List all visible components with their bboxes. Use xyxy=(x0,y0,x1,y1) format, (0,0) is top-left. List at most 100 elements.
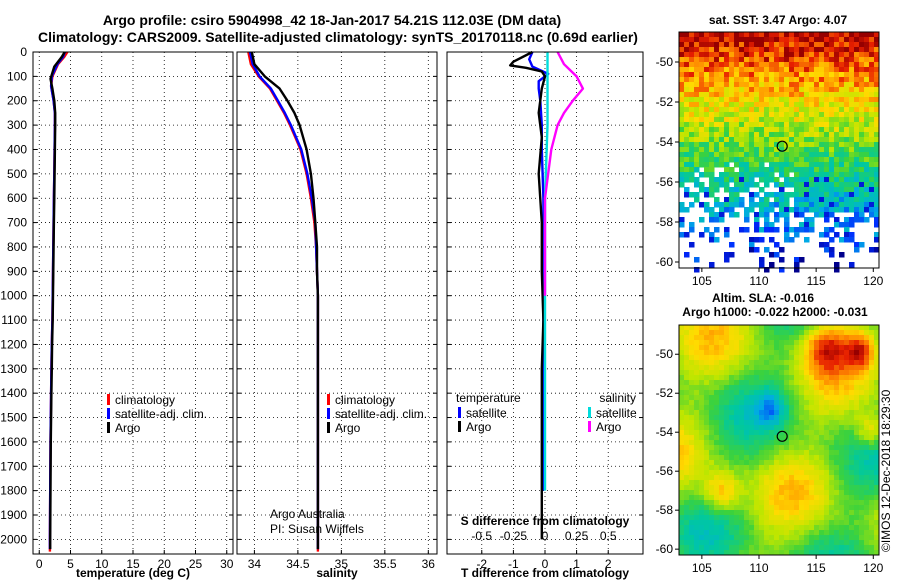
sla-cell xyxy=(789,375,795,381)
sla-cell xyxy=(684,415,690,421)
sst-cell xyxy=(834,267,840,273)
sst-cell xyxy=(769,227,775,233)
sla-cell xyxy=(734,325,740,331)
sst-cell xyxy=(849,122,855,128)
figure-title-line2: Climatology: CARS2009. Satellite-adjuste… xyxy=(38,29,638,45)
diff-legend-s-satellite-swatch xyxy=(588,407,591,418)
sst-cell xyxy=(804,62,810,68)
sla-cell xyxy=(854,535,860,541)
sst-cell xyxy=(804,172,810,178)
sla-cell xyxy=(679,410,685,416)
sst-cell xyxy=(679,107,685,113)
sst-cell xyxy=(794,177,800,183)
sst-cell xyxy=(724,87,730,93)
sst-cell xyxy=(794,167,800,173)
sla-cell xyxy=(779,340,785,346)
sst-cell xyxy=(719,77,725,83)
sla-cell xyxy=(809,545,815,551)
sla-cell xyxy=(829,435,835,441)
sst-cell xyxy=(789,32,795,38)
sla-cell xyxy=(874,475,880,481)
sla-cell xyxy=(734,460,740,466)
sst-cell xyxy=(739,117,745,123)
sla-cell xyxy=(709,500,715,506)
sst-cell xyxy=(814,152,820,158)
sla-cell xyxy=(844,505,850,511)
sla-cell xyxy=(779,550,785,556)
sla-cell xyxy=(749,490,755,496)
sla-cell xyxy=(829,505,835,511)
sst-cell xyxy=(774,42,780,48)
sla-cell xyxy=(734,390,740,396)
sst-cell xyxy=(814,62,820,68)
sla-cell xyxy=(729,360,735,366)
sst-cell xyxy=(709,107,715,113)
sla-cell xyxy=(799,385,805,391)
sst-cell xyxy=(684,122,690,128)
sst-cell xyxy=(799,77,805,83)
sla-cell xyxy=(714,490,720,496)
sst-cell xyxy=(684,92,690,98)
sla-cell xyxy=(864,485,870,491)
sst-cell xyxy=(839,187,845,193)
sst-cell xyxy=(824,207,830,213)
sla-cell xyxy=(689,440,695,446)
sst-cell xyxy=(744,77,750,83)
sst-cell xyxy=(819,137,825,143)
sst-cell xyxy=(709,217,715,223)
sla-cell xyxy=(849,445,855,451)
sla-cell xyxy=(814,520,820,526)
sst-cell xyxy=(679,57,685,63)
sla-cell xyxy=(789,485,795,491)
sla-cell xyxy=(809,540,815,546)
sla-cell xyxy=(874,355,880,361)
sla-cell xyxy=(789,495,795,501)
sst-cell xyxy=(699,72,705,78)
temperature-axes-frame xyxy=(32,51,234,555)
sla-cell xyxy=(844,430,850,436)
sla-cell xyxy=(749,510,755,516)
sst-cell xyxy=(849,47,855,53)
sst-cell xyxy=(814,92,820,98)
sst-cell xyxy=(709,77,715,83)
sst-cell xyxy=(859,137,865,143)
sst-cell xyxy=(834,132,840,138)
sst-cell xyxy=(844,92,850,98)
sla-cell xyxy=(819,350,825,356)
sla-cell xyxy=(799,335,805,341)
sla-cell xyxy=(759,415,765,421)
sla-cell xyxy=(694,485,700,491)
sst-cell xyxy=(694,92,700,98)
sst-cell xyxy=(699,172,705,178)
sla-cell xyxy=(704,330,710,336)
sla-cell xyxy=(844,365,850,371)
sst-cell xyxy=(874,62,880,68)
sla-cell xyxy=(754,475,760,481)
sst-cell xyxy=(854,122,860,128)
sst-cell xyxy=(739,127,745,133)
sst-cell xyxy=(854,82,860,88)
sst-cell xyxy=(819,232,825,238)
sst-cell xyxy=(769,147,775,153)
sla-cell xyxy=(794,405,800,411)
sst-cell xyxy=(769,32,775,38)
sst-cell xyxy=(774,117,780,123)
sla-cell xyxy=(794,525,800,531)
sst-cell xyxy=(679,87,685,93)
sla-cell xyxy=(849,475,855,481)
sla-cell xyxy=(749,375,755,381)
sla-cell xyxy=(794,535,800,541)
sla-cell xyxy=(744,420,750,426)
sst-cell xyxy=(694,82,700,88)
sla-cell xyxy=(744,505,750,511)
y-tick-label: 1500 xyxy=(0,411,27,425)
sla-cell xyxy=(799,550,805,556)
sla-cell xyxy=(814,515,820,521)
sst-cell xyxy=(744,207,750,213)
sla-cell xyxy=(784,330,790,336)
sla-cell xyxy=(819,465,825,471)
sst-cell xyxy=(689,152,695,158)
sla-cell xyxy=(834,485,840,491)
sla-cell xyxy=(784,415,790,421)
sst-cell xyxy=(724,232,730,238)
